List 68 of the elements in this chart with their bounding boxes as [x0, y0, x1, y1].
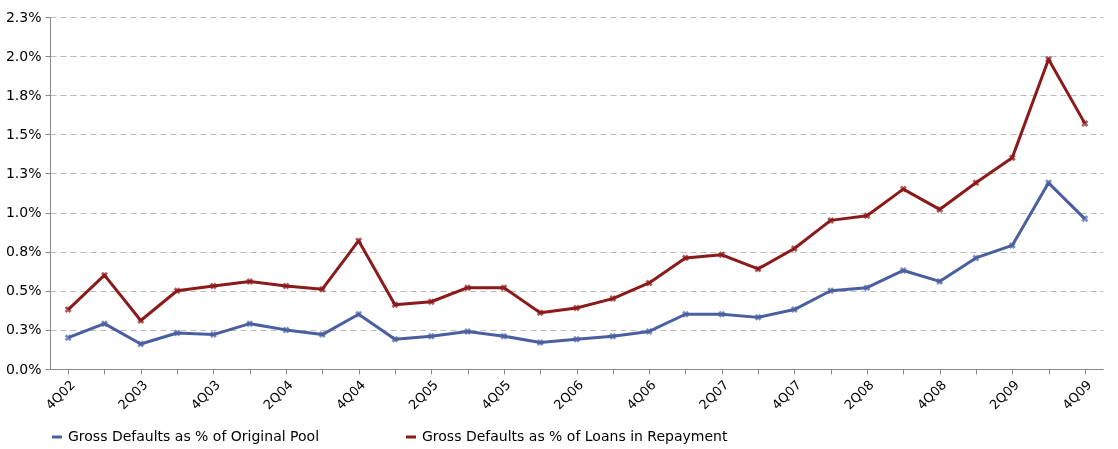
point: [282, 326, 290, 334]
point: [863, 212, 871, 220]
point: [1081, 119, 1089, 127]
y-tick-label: 1.8%: [5, 86, 42, 103]
point: [754, 265, 762, 273]
y-tick-label: 2.3%: [5, 8, 42, 25]
point: [645, 327, 653, 335]
point: [1008, 154, 1016, 162]
point: [827, 287, 835, 295]
point: [754, 313, 762, 321]
point: [173, 329, 181, 337]
point: [827, 216, 835, 224]
point: [609, 332, 617, 340]
point: [318, 331, 326, 339]
point: [500, 332, 508, 340]
point: [573, 335, 580, 343]
point: [173, 287, 181, 295]
point: [1045, 55, 1053, 63]
y-tick-label: 0.3%: [5, 321, 42, 338]
point: [536, 309, 544, 317]
point: [464, 284, 472, 292]
point: [718, 251, 726, 259]
point: [863, 284, 871, 292]
point: [899, 185, 907, 193]
point: [645, 279, 653, 287]
y-tick-label: 0.8%: [5, 243, 42, 260]
point: [246, 277, 254, 285]
point: [427, 332, 435, 340]
point: [790, 306, 798, 314]
point: [936, 205, 944, 213]
point: [464, 327, 472, 335]
point: [246, 320, 254, 328]
point: [318, 285, 326, 293]
y-tick-label: 1.3%: [5, 164, 42, 181]
point: [137, 340, 145, 348]
point: [137, 317, 145, 324]
point: [209, 331, 217, 339]
point: [100, 271, 108, 279]
point: [790, 245, 798, 253]
point: [972, 254, 980, 262]
point: [391, 301, 399, 309]
point: [573, 304, 580, 312]
point: [100, 320, 108, 328]
point: [718, 310, 726, 318]
y-tick-label: 1.5%: [5, 125, 42, 142]
point: [609, 295, 617, 303]
point: [681, 310, 689, 318]
point: [899, 266, 907, 274]
y-tick-label: 0.5%: [5, 282, 42, 299]
point: [282, 282, 290, 290]
point: [972, 179, 980, 187]
point: [355, 310, 363, 318]
point: [936, 277, 944, 285]
y-tick-label: 2.0%: [5, 47, 42, 64]
point: [64, 334, 72, 342]
point: [427, 298, 435, 306]
point: [391, 335, 399, 343]
point: [536, 338, 544, 346]
legend-label: Gross Defaults as % of Original Pool: [68, 428, 320, 444]
point: [500, 284, 508, 292]
point: [681, 254, 689, 262]
point: [64, 306, 72, 314]
point: [1008, 241, 1016, 249]
legend-label: Gross Defaults as % of Loans in Repayment: [422, 428, 728, 444]
y-tick-label: 0.0%: [5, 360, 42, 377]
y-tick-label: 1.0%: [5, 204, 42, 221]
point: [1081, 215, 1089, 223]
point: [209, 282, 217, 290]
